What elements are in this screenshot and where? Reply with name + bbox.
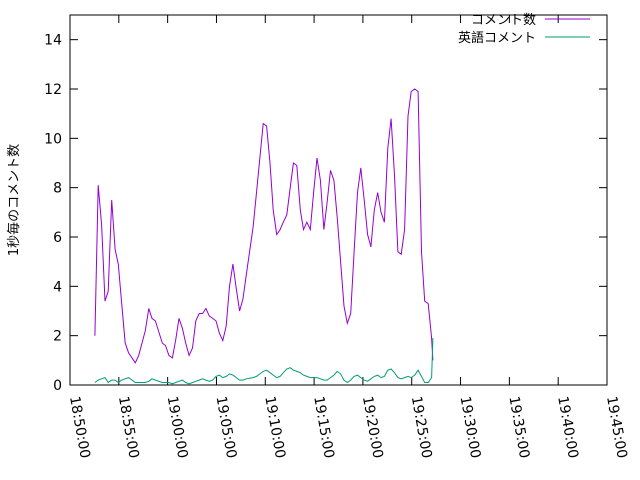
y-tick-label: 0 xyxy=(53,378,62,394)
legend-label-1: 英語コメント xyxy=(458,30,536,46)
y-tick-label: 12 xyxy=(44,82,62,98)
plot-frame xyxy=(69,14,608,386)
x-tick-label: 19:45:00 xyxy=(603,395,630,460)
x-tick-label: 19:25:00 xyxy=(408,395,435,460)
y-tick-label: 10 xyxy=(44,131,62,147)
series-line-0 xyxy=(94,88,434,364)
y-tick-label: 8 xyxy=(53,181,62,197)
x-tick-label: 19:35:00 xyxy=(505,395,532,460)
y-tick-label: 6 xyxy=(53,230,62,246)
legend-label-0: コメント数 xyxy=(471,13,536,28)
x-axis: 18:50:00 18:55:00 19:00:00 19:05:00 19:10:00… xyxy=(66,15,630,460)
x-tick-label: 19:00:00 xyxy=(164,395,191,460)
y-axis-title: 1秒毎のコメント数 xyxy=(6,144,22,256)
x-tick-label: 19:05:00 xyxy=(213,395,240,460)
y-axis: 0 2 4 6 8 10 12 14 xyxy=(44,33,607,394)
x-tick-label: 18:50:00 xyxy=(66,395,93,460)
x-tick-label: 19:40:00 xyxy=(554,395,581,460)
x-tick-label: 19:10:00 xyxy=(261,395,288,460)
y-tick-label: 2 xyxy=(53,329,62,345)
x-tick-label: 19:20:00 xyxy=(359,395,386,460)
y-tick-label: 14 xyxy=(44,33,62,49)
series-lines xyxy=(94,88,434,385)
x-tick-label: 19:30:00 xyxy=(457,395,484,460)
series-line-1 xyxy=(94,338,434,385)
y-tick-label: 4 xyxy=(53,279,62,295)
x-tick-label: 18:55:00 xyxy=(115,395,142,460)
x-tick-label: 19:15:00 xyxy=(310,395,337,460)
